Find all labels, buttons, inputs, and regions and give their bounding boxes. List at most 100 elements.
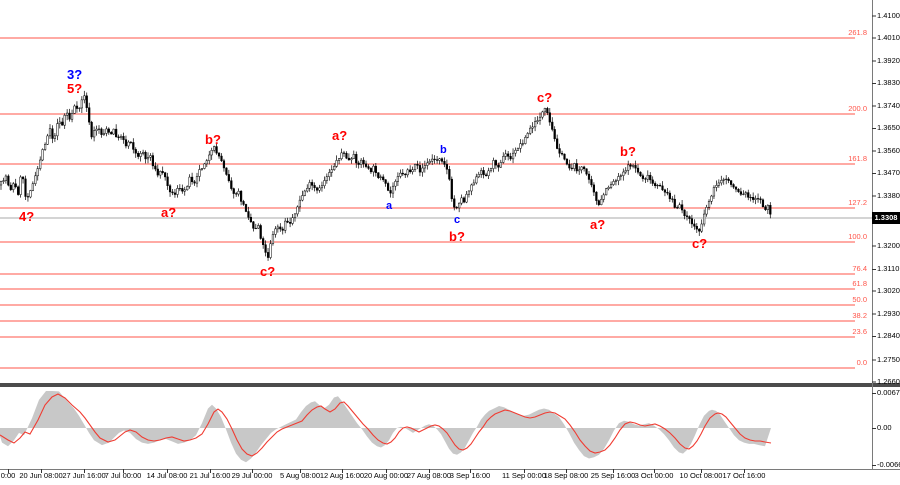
candle-body: [629, 164, 632, 167]
candle-body: [308, 182, 311, 189]
fib-label-127.2: 127.2: [848, 198, 867, 207]
candle-body: [541, 111, 544, 118]
wave-label-bq: b?: [449, 229, 465, 244]
price-axis-label: 1.2750: [877, 354, 900, 364]
candle-body: [671, 198, 674, 200]
candle-body: [519, 143, 522, 149]
candle-body: [240, 190, 243, 202]
candle-body: [217, 152, 221, 157]
candle-body: [658, 185, 662, 187]
time-axis-label: 7 Jul 00:00: [104, 471, 142, 480]
wave-label-b: b: [440, 144, 447, 156]
candle-body: [195, 176, 199, 184]
oscillator-histogram: [0, 391, 771, 463]
wave-label-c: c: [454, 214, 461, 226]
price-axis-label: 1.3020: [877, 285, 900, 295]
time-axis-label: 17 Oct 16:00: [722, 471, 766, 480]
candle-body: [404, 173, 407, 176]
candle-body: [725, 178, 728, 180]
candle-body: [173, 192, 177, 195]
candle-body: [205, 160, 208, 165]
candle-body: [159, 171, 162, 176]
candle-body: [707, 201, 711, 208]
candle-body: [352, 154, 355, 159]
candle-body: [769, 205, 772, 215]
candle-body: [369, 168, 373, 173]
candle-body: [534, 121, 537, 128]
candle-body: [384, 179, 387, 184]
candle-body: [636, 167, 640, 173]
pane-separator[interactable]: [0, 383, 900, 387]
indicator-axis-label: 0.00678: [877, 388, 900, 397]
candle-body: [509, 156, 512, 160]
price-axis-label: 1.2930: [877, 308, 900, 318]
candle-body: [144, 151, 147, 160]
candle-body: [262, 238, 265, 245]
time-axis-label: 29 Jul 00:00: [231, 471, 273, 480]
candle-body: [676, 207, 679, 209]
indicator-axis-label: 0.00: [877, 423, 892, 432]
candle-body: [198, 169, 201, 177]
candle-body: [102, 133, 106, 135]
candle-body: [489, 168, 493, 172]
candle-body: [193, 181, 196, 184]
candle-body: [585, 168, 588, 175]
candle-body: [521, 143, 524, 145]
candle-body: [342, 152, 346, 154]
wave-label-aq: a?: [590, 217, 606, 232]
candle-body: [600, 199, 603, 205]
indicator-axis-label: -0.00668: [877, 460, 900, 469]
candle-body: [296, 206, 299, 215]
candle-body: [445, 164, 448, 170]
candle-body: [607, 187, 610, 189]
candle-body: [595, 191, 598, 201]
candle-body: [558, 148, 561, 154]
candle-body: [492, 160, 495, 169]
candle-body: [0, 181, 3, 186]
candle-body: [614, 180, 618, 182]
candle-body: [580, 166, 583, 171]
candle-body: [289, 222, 292, 224]
candle-body: [421, 167, 424, 173]
candle-body: [166, 176, 169, 186]
price-axis-label: 1.3650: [877, 123, 900, 132]
candle-body: [727, 178, 730, 181]
candle-body: [12, 183, 15, 190]
candle-body: [208, 154, 211, 161]
price-axis-label: 1.2840: [877, 331, 900, 340]
candle-body: [122, 136, 125, 140]
candle-body: [225, 167, 228, 175]
candle-body: [573, 163, 576, 169]
candle-body: [433, 158, 436, 160]
candle-body: [244, 204, 248, 212]
candle-body: [97, 128, 101, 130]
price-axis-label: 1.3830: [877, 78, 900, 87]
candle-body: [570, 167, 573, 169]
candle-body: [516, 148, 520, 151]
candle-body: [416, 164, 419, 166]
candle-body: [112, 128, 115, 135]
candle-body: [651, 179, 654, 184]
wave-label-5q: 5?: [67, 81, 83, 96]
candle-body: [266, 252, 270, 258]
candle-body: [186, 186, 189, 191]
oscillator-signal-line: [0, 393, 772, 457]
candle-body: [257, 225, 260, 229]
candle-body: [259, 225, 262, 239]
candle-body: [698, 228, 701, 232]
candle-body: [286, 220, 289, 223]
price-axis-label: 1.3470: [877, 168, 900, 177]
candle-body: [274, 228, 277, 235]
candle-body: [602, 194, 605, 200]
candle-body: [269, 243, 272, 258]
fib-label-23.6: 23.6: [852, 327, 867, 336]
candle-body: [105, 128, 108, 134]
candle-body: [44, 144, 47, 150]
candle-body: [592, 184, 595, 193]
candle-body: [634, 165, 637, 169]
candle-body: [9, 184, 12, 190]
candle-body: [24, 178, 27, 197]
candle-body: [355, 154, 358, 164]
candle-body: [58, 121, 61, 124]
